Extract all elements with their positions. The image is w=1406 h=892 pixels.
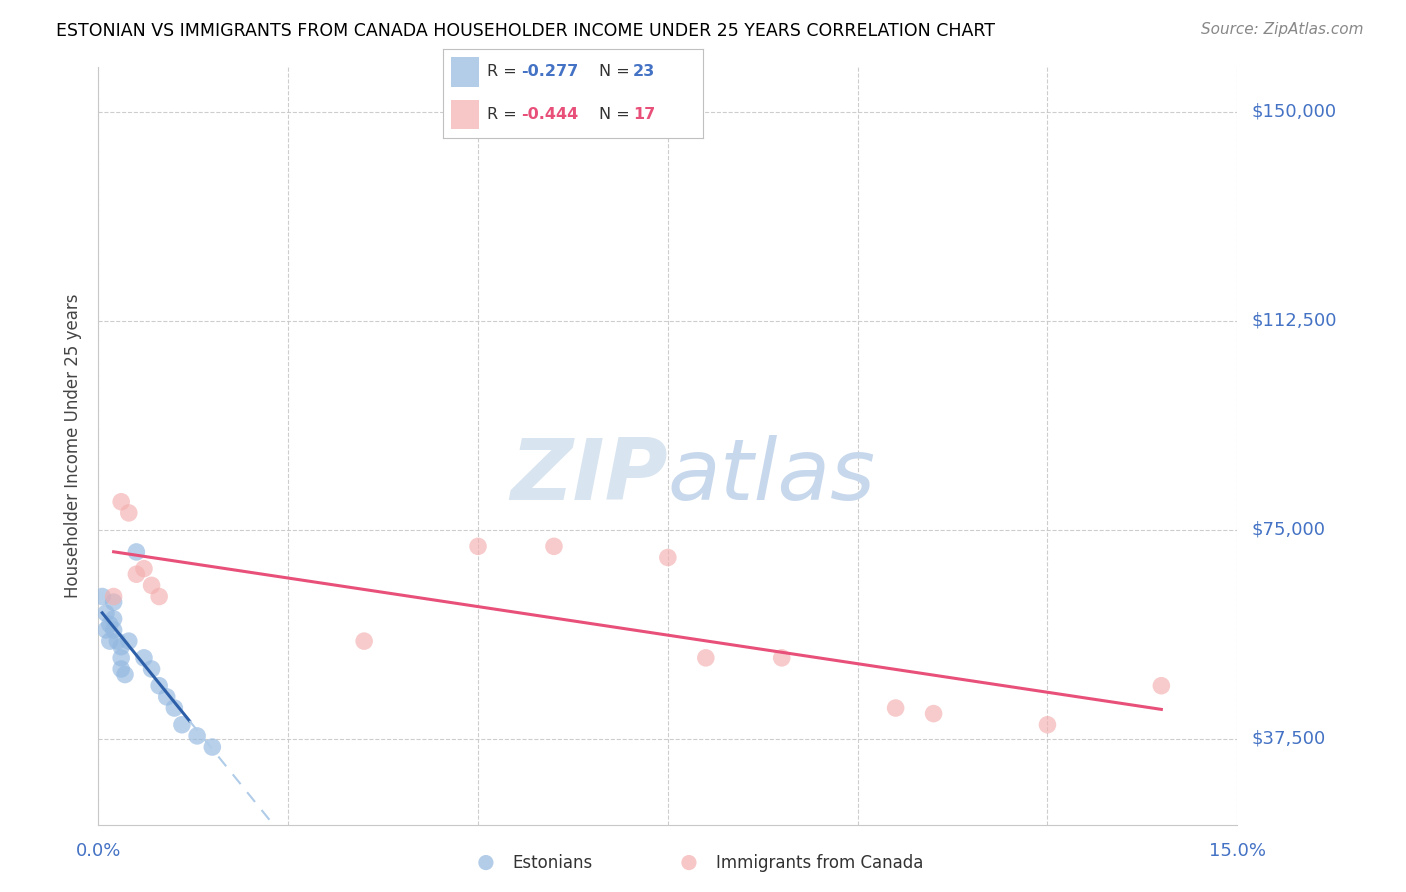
Text: Estonians: Estonians [513, 854, 593, 871]
Point [118, 506, 141, 520]
Bar [451, 100, 479, 129]
Point [94, 623, 117, 637]
Point [1036, 717, 1059, 731]
Point [770, 651, 793, 665]
Point [125, 567, 148, 582]
Point [125, 545, 148, 559]
Text: $75,000: $75,000 [1251, 521, 1326, 539]
Text: 23: 23 [633, 64, 655, 79]
Point [132, 562, 155, 576]
Text: -0.444: -0.444 [520, 107, 578, 122]
Point [110, 662, 132, 676]
Point [475, 855, 498, 870]
Text: 15.0%: 15.0% [1209, 842, 1265, 860]
Point [201, 740, 224, 755]
Point [467, 539, 489, 553]
Point [1150, 679, 1173, 693]
Text: 0.0%: 0.0% [76, 842, 121, 860]
Point [148, 590, 170, 604]
Point [156, 690, 179, 704]
Text: R =: R = [486, 107, 522, 122]
Point [118, 634, 141, 648]
Text: Immigrants from Canada: Immigrants from Canada [716, 854, 922, 871]
Point [922, 706, 945, 721]
Bar [451, 57, 479, 87]
Text: $112,500: $112,500 [1251, 311, 1337, 329]
Point [103, 595, 125, 609]
Text: N =: N = [599, 64, 636, 79]
Point [543, 539, 565, 553]
Text: ZIP: ZIP [510, 434, 668, 518]
Point [141, 662, 163, 676]
Point [695, 651, 717, 665]
Text: Source: ZipAtlas.com: Source: ZipAtlas.com [1201, 22, 1364, 37]
Point [110, 640, 132, 654]
Point [186, 729, 208, 743]
Point [141, 578, 163, 592]
Point [884, 701, 907, 715]
Point [114, 667, 136, 681]
Text: N =: N = [599, 107, 636, 122]
Text: $150,000: $150,000 [1251, 103, 1336, 120]
Point [678, 855, 700, 870]
Point [110, 651, 132, 665]
Point [94, 607, 117, 621]
Point [98, 617, 121, 632]
Point [170, 717, 193, 731]
Text: -0.277: -0.277 [520, 64, 578, 79]
Point [103, 590, 125, 604]
Text: R =: R = [486, 64, 522, 79]
Point [353, 634, 375, 648]
Point [91, 590, 114, 604]
Point [163, 701, 186, 715]
Point [148, 679, 170, 693]
Point [107, 634, 129, 648]
Text: ESTONIAN VS IMMIGRANTS FROM CANADA HOUSEHOLDER INCOME UNDER 25 YEARS CORRELATION: ESTONIAN VS IMMIGRANTS FROM CANADA HOUSE… [56, 22, 995, 40]
Text: 17: 17 [633, 107, 655, 122]
Point [98, 634, 121, 648]
Y-axis label: Householder Income Under 25 years: Householder Income Under 25 years [65, 293, 83, 599]
Point [132, 651, 155, 665]
Text: $37,500: $37,500 [1251, 730, 1326, 747]
Point [110, 494, 132, 508]
Point [103, 612, 125, 626]
Point [657, 550, 679, 565]
Text: atlas: atlas [668, 434, 876, 518]
Point [103, 623, 125, 637]
